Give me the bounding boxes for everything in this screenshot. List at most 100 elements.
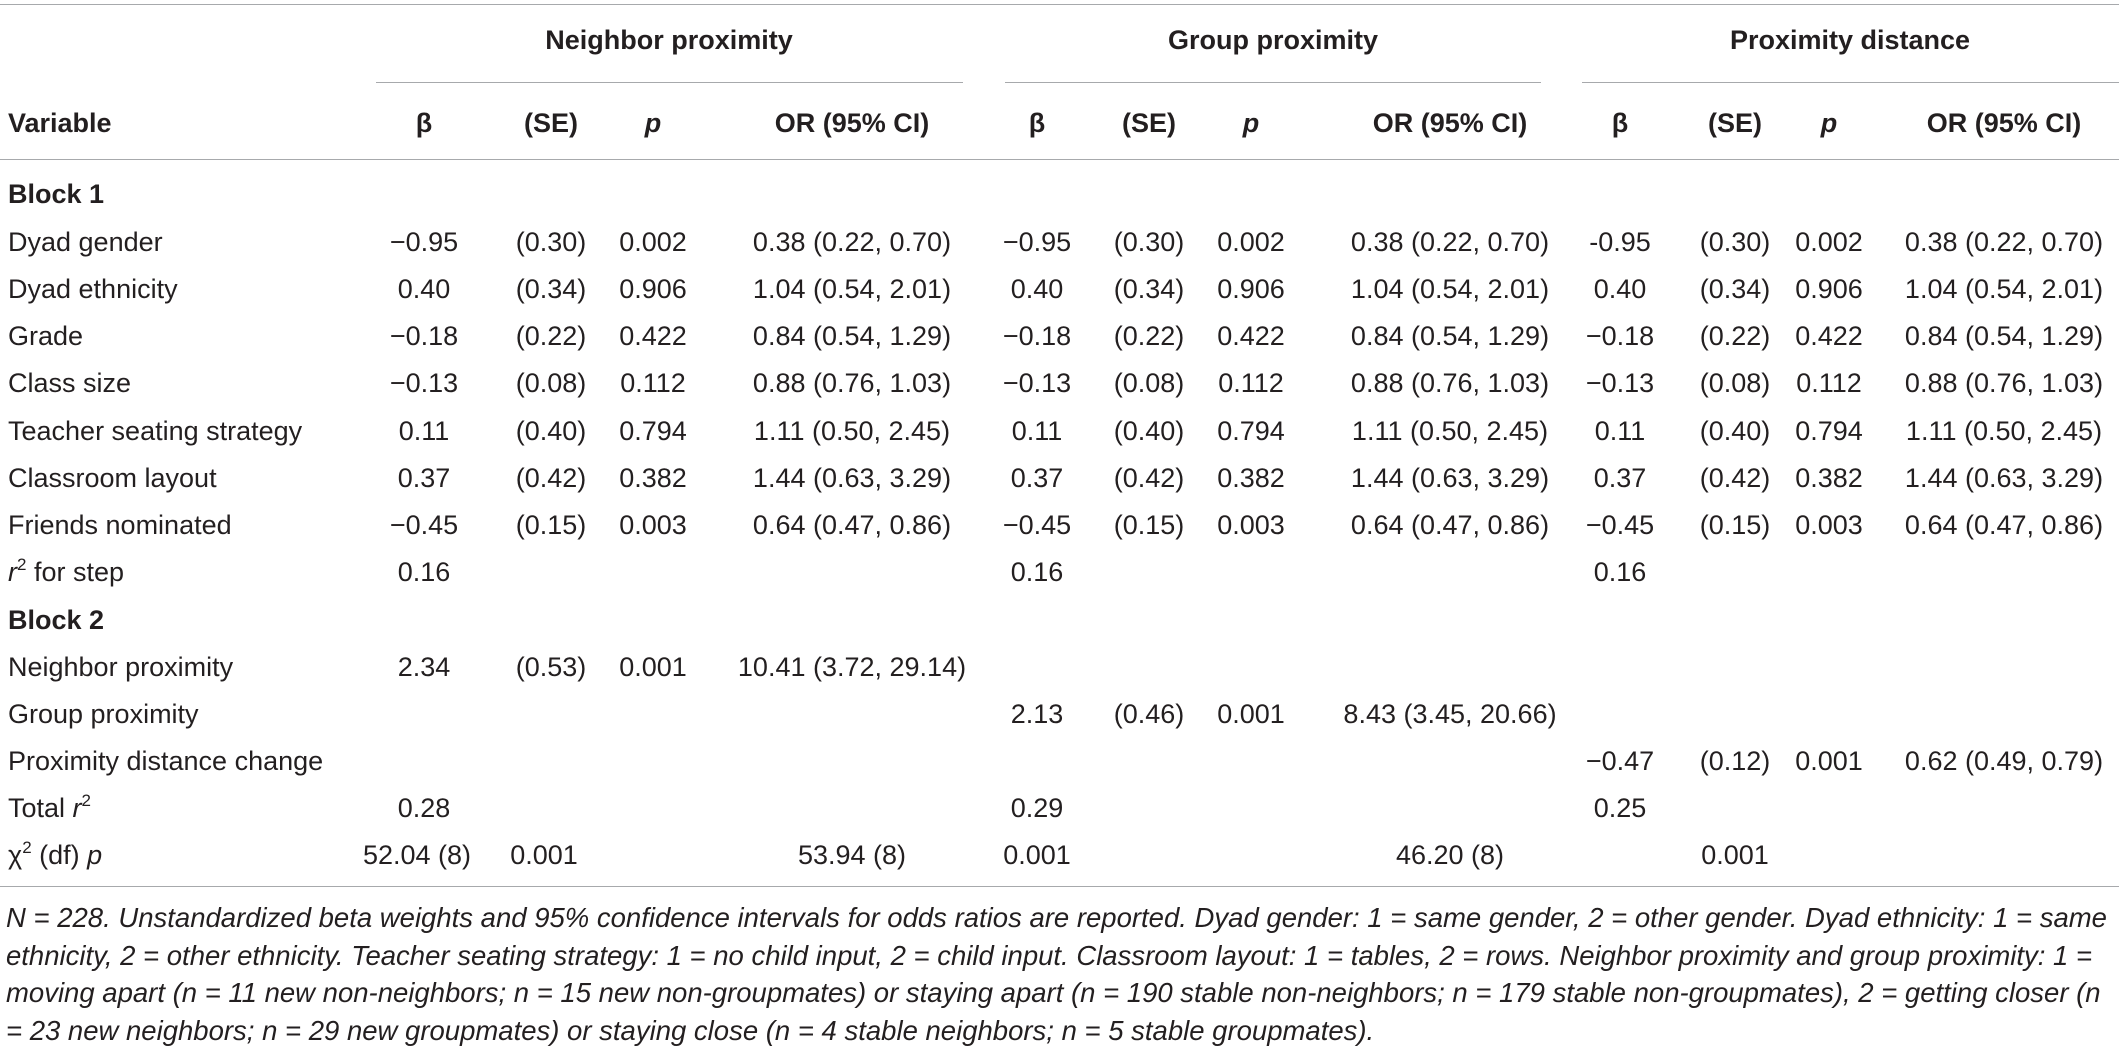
- group-rule-group: [1005, 82, 1541, 83]
- table-cell: (0.42): [515, 463, 587, 493]
- table-cell: 0.88 (0.76, 1.03): [752, 368, 952, 398]
- table-cell: 0.794: [1217, 416, 1285, 446]
- table-cell: 1.44 (0.63, 3.29): [1350, 463, 1550, 493]
- table-cell: −0.13: [1585, 368, 1655, 398]
- column-header-se: (SE): [524, 108, 578, 138]
- block-label: Block 1: [8, 177, 104, 211]
- table-cell: (0.30): [1699, 227, 1771, 257]
- label-fragment: Class size: [8, 368, 132, 398]
- table-cell: −0.95: [389, 227, 459, 257]
- table-cell: 0.25: [1593, 793, 1647, 823]
- table-cell: 0.29: [1010, 793, 1064, 823]
- table-cell: (0.34): [1113, 274, 1185, 304]
- table-cell: (0.22): [515, 321, 587, 351]
- table-cell: −0.45: [389, 510, 459, 540]
- table-cell: 0.40: [1593, 274, 1647, 304]
- table-cell: 0.002: [1217, 227, 1285, 257]
- table-cell: 0.001: [1003, 840, 1071, 870]
- column-header-p: p: [1242, 108, 1260, 138]
- table-cell: 1.44 (0.63, 3.29): [1904, 463, 2104, 493]
- table-cell: (0.12): [1699, 746, 1771, 776]
- table-cell: 1.11 (0.50, 2.45): [753, 416, 951, 446]
- row-label: Proximity distance change: [8, 744, 323, 778]
- block-label: Block 2: [8, 603, 104, 637]
- table-cell: 0.382: [1795, 463, 1863, 493]
- header-rule: [0, 159, 2119, 160]
- table-cell: (0.40): [1699, 416, 1771, 446]
- row-label: Classroom layout: [8, 461, 217, 495]
- table-cell: 0.64 (0.47, 0.86): [1904, 510, 2104, 540]
- column-header-variable: Variable: [8, 106, 112, 140]
- column-header-se: (SE): [1708, 108, 1762, 138]
- table-cell: 0.001: [619, 652, 687, 682]
- table-cell: 0.001: [1217, 699, 1285, 729]
- column-header-or: OR (95% CI): [1372, 108, 1528, 138]
- table-cell: 0.003: [619, 510, 687, 540]
- table-cell: 0.003: [1217, 510, 1285, 540]
- table-cell: −0.47: [1585, 746, 1655, 776]
- label-fragment: Neighbor proximity: [8, 652, 234, 682]
- table-cell: (0.40): [515, 416, 587, 446]
- table-cell: 0.84 (0.54, 1.29): [1904, 321, 2104, 351]
- table-cell: 0.906: [1217, 274, 1285, 304]
- table-cell: -0.95: [1589, 227, 1651, 257]
- row-label: Teacher seating strategy: [8, 414, 302, 448]
- row-label: Neighbor proximity: [8, 650, 233, 684]
- label-fragment: Classroom layout: [8, 463, 217, 493]
- table-cell: 0.001: [1701, 840, 1769, 870]
- group-header: Group proximity: [1167, 25, 1378, 55]
- table-cell: 10.41 (3.72, 29.14): [737, 652, 967, 682]
- table-cell: 0.11: [398, 416, 450, 446]
- table-cell: 0.001: [1795, 746, 1863, 776]
- table-cell: (0.22): [1699, 321, 1771, 351]
- table-cell: 0.37: [1593, 463, 1647, 493]
- label-fragment: χ: [8, 840, 23, 870]
- table-cell: 46.20 (8): [1395, 840, 1505, 870]
- table-cell: 0.38 (0.22, 0.70): [1904, 227, 2104, 257]
- label-fragment: r: [8, 557, 17, 587]
- row-label: Friends nominated: [8, 508, 232, 542]
- table-top-rule: [0, 4, 2119, 5]
- table-cell: 0.11: [1011, 416, 1063, 446]
- table-cell: 0.001: [510, 840, 578, 870]
- label-fragment: Variable: [8, 108, 112, 138]
- label-fragment: for step: [26, 557, 125, 587]
- group-header: Neighbor proximity: [545, 25, 793, 55]
- table-cell: −0.13: [1002, 368, 1072, 398]
- group-header: Proximity distance: [1729, 25, 1971, 55]
- table-cell: (0.53): [515, 652, 587, 682]
- label-fragment: p: [87, 840, 103, 870]
- column-header-beta: β: [1028, 108, 1046, 138]
- table-cell: 8.43 (3.45, 20.66): [1343, 699, 1557, 729]
- table-cell: 1.04 (0.54, 2.01): [1904, 274, 2104, 304]
- table-cell: −0.18: [1585, 321, 1655, 351]
- table-cell: 0.37: [397, 463, 451, 493]
- row-label: Dyad gender: [8, 225, 163, 259]
- table-cell: (0.42): [1113, 463, 1185, 493]
- row-label: Grade: [8, 319, 83, 353]
- label-fragment: Teacher seating strategy: [8, 416, 303, 446]
- table-cell: (0.30): [515, 227, 587, 257]
- table-cell: (0.40): [1113, 416, 1185, 446]
- table-cell: 2.13: [1010, 699, 1064, 729]
- table-cell: (0.22): [1113, 321, 1185, 351]
- label-fragment: Dyad gender: [8, 227, 163, 257]
- table-cell: −0.13: [389, 368, 459, 398]
- table-cell: 0.422: [619, 321, 687, 351]
- row-label: Total r2: [8, 791, 91, 825]
- row-label: Group proximity: [8, 697, 199, 731]
- table-cell: −0.18: [389, 321, 459, 351]
- table-cell: 0.16: [1010, 557, 1064, 587]
- column-header-p: p: [644, 108, 662, 138]
- table-cell: 0.422: [1795, 321, 1863, 351]
- label-fragment: (df): [31, 840, 88, 870]
- table-cell: 0.002: [619, 227, 687, 257]
- table-cell: 0.794: [1795, 416, 1863, 446]
- table-cell: 0.38 (0.22, 0.70): [752, 227, 952, 257]
- table-cell: 0.112: [1796, 368, 1862, 398]
- table-cell: 0.003: [1795, 510, 1863, 540]
- table-bottom-rule: [0, 886, 2119, 887]
- table-cell: 0.11: [1594, 416, 1646, 446]
- table-cell: 0.422: [1217, 321, 1285, 351]
- table-cell: 0.62 (0.49, 0.79): [1904, 746, 2104, 776]
